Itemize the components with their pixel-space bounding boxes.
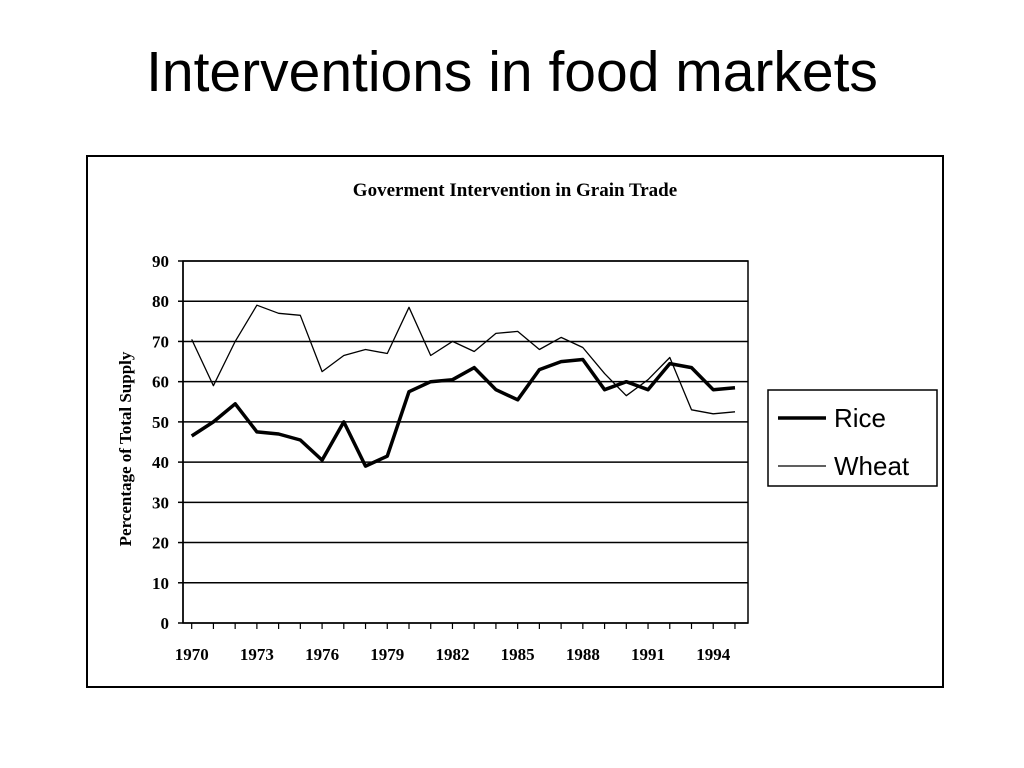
chart-title: Goverment Intervention in Grain Trade (353, 180, 677, 201)
x-tick-label: 1970 (175, 645, 209, 664)
legend-label-wheat: Wheat (834, 451, 910, 481)
x-tick-label: 1976 (305, 645, 339, 664)
y-tick-label: 60 (152, 373, 169, 392)
legend-box (767, 389, 938, 487)
x-tick-label: 1973 (240, 645, 274, 664)
series-line-wheat (191, 304, 736, 415)
y-tick-label: 10 (152, 574, 169, 593)
y-tick-label: 40 (152, 453, 169, 472)
y-tick-label: 20 (152, 534, 169, 553)
y-tick-label: 0 (161, 614, 170, 633)
chart-frame (86, 155, 944, 688)
y-tick-label: 50 (152, 413, 169, 432)
y-axis-label: Percentage of Total Supply (116, 351, 135, 546)
legend-label-rice: Rice (834, 403, 886, 433)
plot-border (182, 260, 749, 624)
gridlines (182, 260, 749, 624)
y-tick-label: 80 (152, 292, 169, 311)
series-lines (190, 304, 736, 468)
x-tick-label: 1979 (370, 645, 404, 664)
y-tick-label: 90 (152, 252, 169, 271)
y-tick-label: 30 (152, 493, 169, 512)
slide-title: Interventions in food markets (146, 40, 878, 104)
x-tick-label: 1982 (435, 645, 469, 664)
series-line-rice (190, 357, 736, 468)
x-tick-label: 1988 (566, 645, 600, 664)
y-axis-label-group: Percentage of Total Supply (116, 351, 135, 546)
legend: Rice Wheat (767, 389, 938, 487)
y-tick-label: 70 (152, 332, 169, 351)
axes: 0 10 20 30 40 50 60 70 80 90 1970 1973 1976 1979 1982 1… (152, 252, 748, 664)
x-tick-label: 1994 (696, 645, 731, 664)
x-tick-label: 1985 (501, 645, 535, 664)
x-tick-label: 1991 (631, 645, 665, 664)
